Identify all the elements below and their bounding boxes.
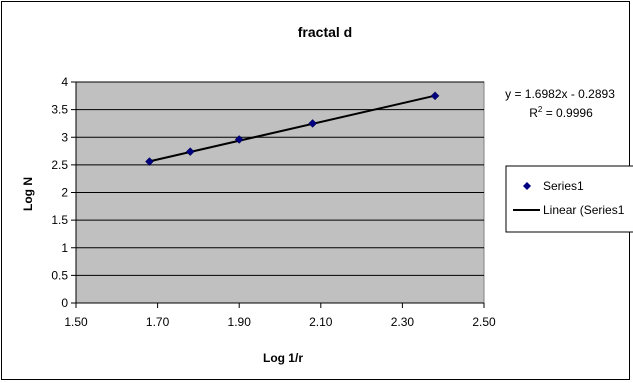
- x-tick-label: 2.50: [472, 315, 496, 329]
- x-axis-title: Log 1/r: [263, 351, 303, 365]
- gridlines: [76, 81, 484, 276]
- trendline-group: [149, 94, 436, 163]
- legend: Series1 Linear (Series1: [505, 165, 633, 233]
- r-squared-sup: 2: [538, 105, 543, 114]
- trendline-equation: y = 1.6982x - 0.2893: [505, 87, 615, 101]
- data-point: [145, 157, 154, 166]
- r-squared-prefix: R: [529, 106, 538, 120]
- x-tick-label: 1.90: [228, 315, 252, 329]
- legend-box: [505, 165, 633, 233]
- r-squared-value: = 0.9996: [542, 106, 593, 120]
- data-point: [430, 91, 440, 101]
- x-tick-label: 1.50: [64, 315, 88, 329]
- axis-ticks: 0 0.5 1 1.5 2 2.5 3 3.5 4 1.50 1.70 1.90 2.10 2.30 2.5…: [51, 75, 496, 329]
- y-tick-label: 0: [61, 296, 68, 310]
- y-tick-label: 3.5: [51, 103, 68, 117]
- y-tick-label: 0.5: [51, 268, 68, 282]
- y-tick-label: 2.5: [51, 158, 68, 172]
- x-tick-label: 1.70: [146, 315, 170, 329]
- y-tick-label: 1.5: [51, 213, 68, 227]
- r-squared-label: R2 = 0.9996: [529, 105, 593, 120]
- y-tick-label: 2: [61, 186, 68, 200]
- legend-label-trendline: Linear (Series1: [543, 203, 625, 217]
- legend-label-series1: Series1: [543, 179, 584, 193]
- y-axis-title: Log N: [21, 177, 35, 211]
- y-tick-label: 3: [61, 130, 68, 144]
- x-tick-label: 2.30: [391, 315, 415, 329]
- data-points: [145, 91, 440, 166]
- data-point: [234, 135, 244, 144]
- x-tick-label: 2.10: [309, 315, 333, 329]
- data-point: [185, 147, 195, 156]
- y-tick-label: 4: [61, 75, 68, 89]
- data-point: [308, 119, 317, 128]
- y-tick-label: 1: [61, 241, 68, 255]
- chart-title: fractal d: [298, 24, 352, 40]
- legend-marker-series1: [523, 182, 531, 190]
- trendline: [149, 94, 436, 163]
